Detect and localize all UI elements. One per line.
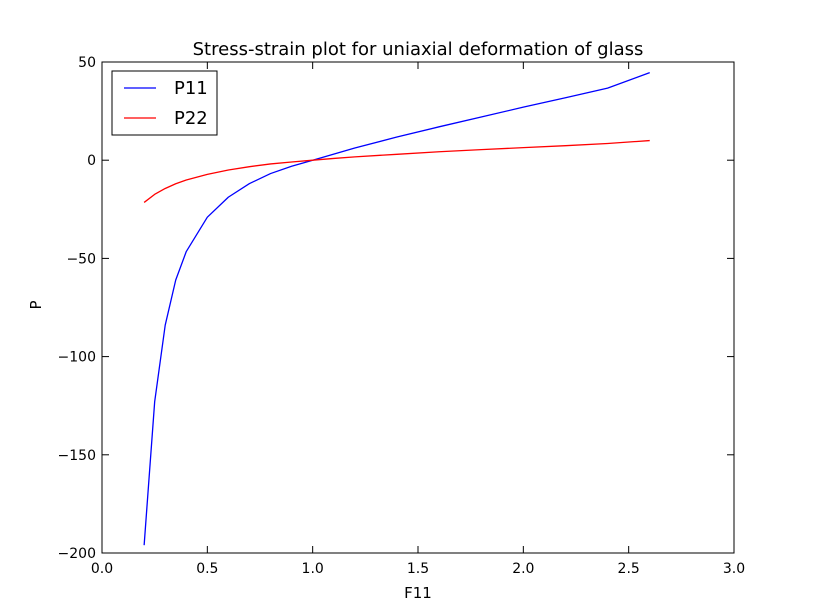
- x-axis-label: F11: [404, 584, 432, 602]
- series-line-p22: [143, 139, 650, 203]
- series-line-p11: [143, 72, 650, 546]
- y-tick-label: −100: [58, 350, 96, 366]
- y-tick-label: 50: [78, 55, 96, 71]
- y-tick-label: −200: [58, 546, 96, 562]
- y-tick-label: 0: [87, 153, 96, 169]
- x-tick-label: 1.0: [302, 561, 324, 577]
- x-tick-label: 3.0: [723, 561, 745, 577]
- y-tick-label: −50: [66, 251, 96, 267]
- y-tick-label: −150: [58, 448, 96, 464]
- x-tick-label: 2.5: [618, 561, 640, 577]
- x-tick-label: 0.0: [91, 561, 113, 577]
- legend-box: [111, 70, 218, 136]
- y-axis-label: P: [27, 300, 45, 309]
- x-tick-label: 1.5: [407, 561, 429, 577]
- x-tick-label: 0.5: [196, 561, 218, 577]
- legend-label-p22: P22: [174, 108, 208, 129]
- chart-title: Stress-strain plot for uniaxial deformat…: [193, 39, 644, 60]
- plot-area: 0.0 0.5 1.0 1.5 2.0 2.5 3.0 −200 −150 −100 −50 0 50 P…: [58, 55, 746, 577]
- legend-label-p11: P11: [174, 78, 208, 99]
- x-tick-label: 2.0: [512, 561, 534, 577]
